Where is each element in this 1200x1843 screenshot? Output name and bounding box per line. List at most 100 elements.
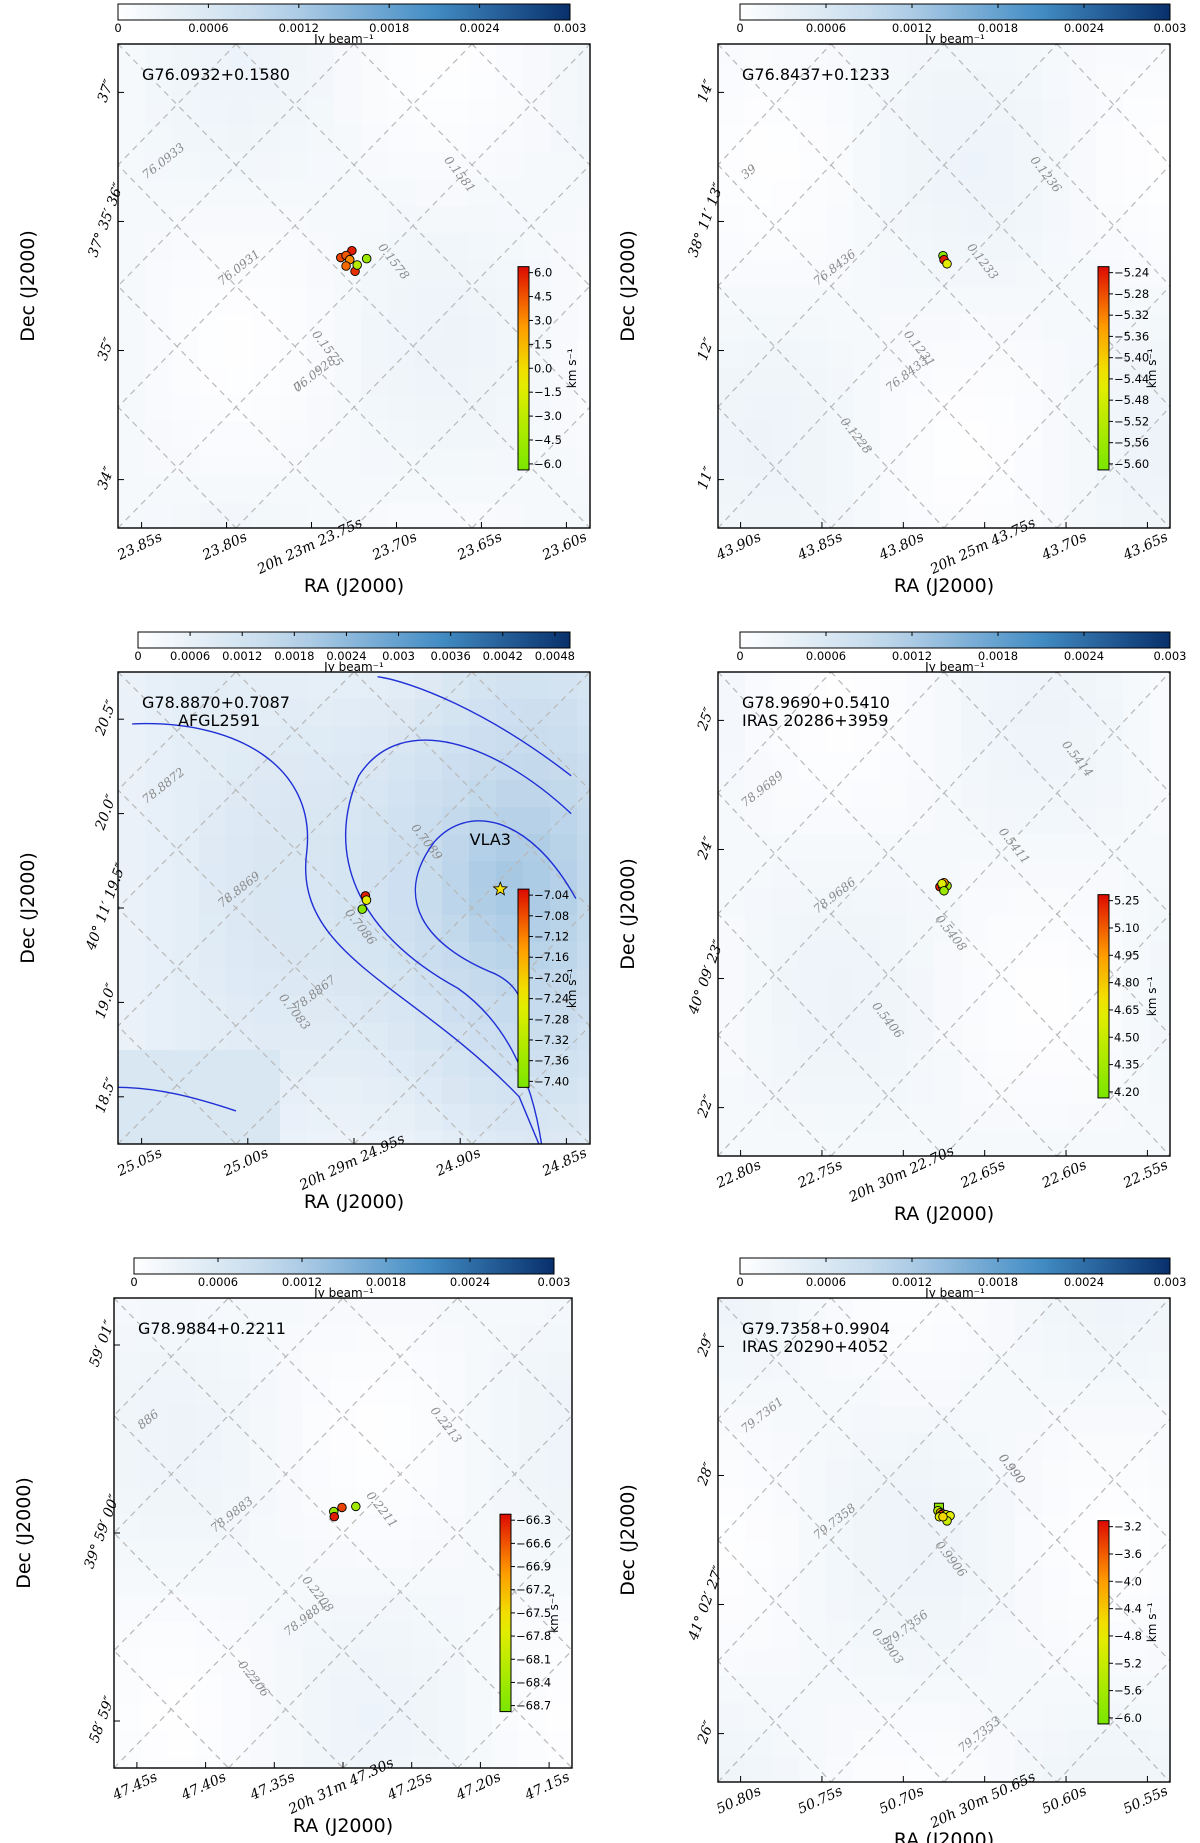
continuum-pixel bbox=[118, 395, 145, 422]
y-tick-label: 20.5″ bbox=[92, 697, 120, 738]
continuum-pixel bbox=[438, 1730, 465, 1757]
continuum-pixel bbox=[199, 915, 226, 942]
continuum-pixel bbox=[114, 1541, 141, 1568]
continuum-pixel bbox=[465, 1352, 492, 1379]
continuum-pixel bbox=[772, 1676, 799, 1703]
continuum-pixel bbox=[853, 672, 880, 699]
continuum-pixel bbox=[826, 1460, 853, 1487]
continuum-pixel bbox=[1123, 1487, 1150, 1514]
continuum-colorbar-tick-label: 0.0006 bbox=[198, 1275, 238, 1289]
continuum-pixel bbox=[1150, 1730, 1170, 1757]
continuum-pixel bbox=[745, 449, 772, 476]
continuum-pixel bbox=[1150, 726, 1170, 753]
continuum-pixel bbox=[253, 942, 280, 969]
continuum-pixel bbox=[1015, 314, 1042, 341]
continuum-pixel bbox=[253, 503, 280, 528]
continuum-pixel bbox=[718, 152, 745, 179]
continuum-pixel bbox=[1150, 1433, 1170, 1460]
continuum-pixel bbox=[222, 1379, 249, 1406]
continuum-pixel bbox=[826, 44, 853, 71]
continuum-pixel bbox=[357, 1622, 384, 1649]
continuum-pixel bbox=[988, 915, 1015, 942]
continuum-pixel bbox=[199, 1077, 226, 1104]
x-tick-label: 22.80s bbox=[713, 1157, 764, 1192]
continuum-pixel bbox=[745, 834, 772, 861]
continuum-pixel bbox=[361, 780, 388, 807]
x-tick-label: 50.75s bbox=[795, 1783, 845, 1817]
continuum-colorbar-tick-label: 0.0018 bbox=[978, 1275, 1018, 1289]
continuum-pixel bbox=[361, 422, 388, 449]
continuum-pixel bbox=[388, 71, 415, 98]
continuum-pixel bbox=[1123, 672, 1150, 699]
continuum-pixel bbox=[411, 1595, 438, 1622]
continuum-pixel bbox=[1123, 888, 1150, 915]
continuum-pixel bbox=[772, 1514, 799, 1541]
continuum-pixel bbox=[934, 71, 961, 98]
continuum-pixel bbox=[492, 1379, 519, 1406]
continuum-pixel bbox=[772, 1050, 799, 1077]
continuum-pixel bbox=[718, 942, 745, 969]
continuum-pixel bbox=[907, 1023, 934, 1050]
continuum-pixel bbox=[907, 44, 934, 71]
continuum-pixel bbox=[799, 1352, 826, 1379]
continuum-pixel bbox=[961, 449, 988, 476]
continuum-pixel bbox=[988, 1703, 1015, 1730]
continuum-pixel bbox=[303, 1595, 330, 1622]
continuum-pixel bbox=[523, 726, 550, 753]
continuum-pixel bbox=[826, 1298, 853, 1325]
continuum-pixel bbox=[772, 503, 799, 528]
continuum-pixel bbox=[988, 179, 1015, 206]
continuum-pixel bbox=[388, 125, 415, 152]
continuum-pixel bbox=[772, 834, 799, 861]
continuum-pixel bbox=[853, 1050, 880, 1077]
galactic-grid-line-l bbox=[118, 44, 355, 287]
continuum-pixel bbox=[199, 672, 226, 699]
continuum-pixel bbox=[1042, 1676, 1069, 1703]
continuum-pixel bbox=[1042, 476, 1069, 503]
continuum-pixel bbox=[172, 996, 199, 1023]
continuum-pixel bbox=[199, 1050, 226, 1077]
continuum-colorbar-tick-label: 0.003 bbox=[382, 649, 415, 663]
x-tick-label: 47.35s bbox=[247, 1769, 298, 1804]
continuum-pixel bbox=[934, 1406, 961, 1433]
y-tick-label: 14″ bbox=[695, 77, 718, 105]
continuum-image bbox=[114, 1298, 572, 1768]
continuum-pixel bbox=[1042, 699, 1069, 726]
continuum-pixel bbox=[853, 1703, 880, 1730]
continuum-pixel bbox=[361, 699, 388, 726]
galactic-grid-line-l bbox=[718, 1298, 945, 1541]
continuum-pixel bbox=[1123, 233, 1150, 260]
continuum-pixel bbox=[1123, 1514, 1150, 1541]
continuum-pixel bbox=[114, 1433, 141, 1460]
contour-line bbox=[118, 1086, 237, 1112]
continuum-pixel bbox=[114, 1649, 141, 1676]
continuum-pixel bbox=[145, 780, 172, 807]
continuum-pixel bbox=[907, 1433, 934, 1460]
continuum-pixel bbox=[550, 1077, 577, 1104]
continuum-pixel bbox=[114, 1487, 141, 1514]
continuum-pixel bbox=[546, 1649, 572, 1676]
continuum-pixel bbox=[1123, 1406, 1150, 1433]
continuum-pixel bbox=[907, 260, 934, 287]
continuum-pixel bbox=[577, 368, 590, 395]
velocity-colorbar-tick-label: −67.2 bbox=[516, 1583, 551, 1597]
continuum-pixel bbox=[1150, 1487, 1170, 1514]
continuum-pixel bbox=[826, 1104, 853, 1131]
continuum-pixel bbox=[988, 1757, 1015, 1782]
continuum-pixel bbox=[145, 233, 172, 260]
velocity-colorbar-tick-label: −5.28 bbox=[1114, 287, 1149, 301]
continuum-pixel bbox=[988, 449, 1015, 476]
continuum-colorbar-tick-label: 0.0012 bbox=[222, 649, 262, 663]
continuum-pixel bbox=[826, 395, 853, 422]
continuum-colorbar-tick-label: 0.0006 bbox=[806, 21, 846, 35]
continuum-pixel bbox=[718, 449, 745, 476]
continuum-pixel bbox=[141, 1757, 168, 1768]
continuum-pixel bbox=[469, 726, 496, 753]
continuum-pixel bbox=[934, 1622, 961, 1649]
continuum-pixel bbox=[388, 152, 415, 179]
continuum-pixel bbox=[961, 1757, 988, 1782]
continuum-pixel bbox=[469, 260, 496, 287]
continuum-pixel bbox=[826, 969, 853, 996]
continuum-pixel bbox=[1123, 969, 1150, 996]
continuum-pixel bbox=[145, 287, 172, 314]
